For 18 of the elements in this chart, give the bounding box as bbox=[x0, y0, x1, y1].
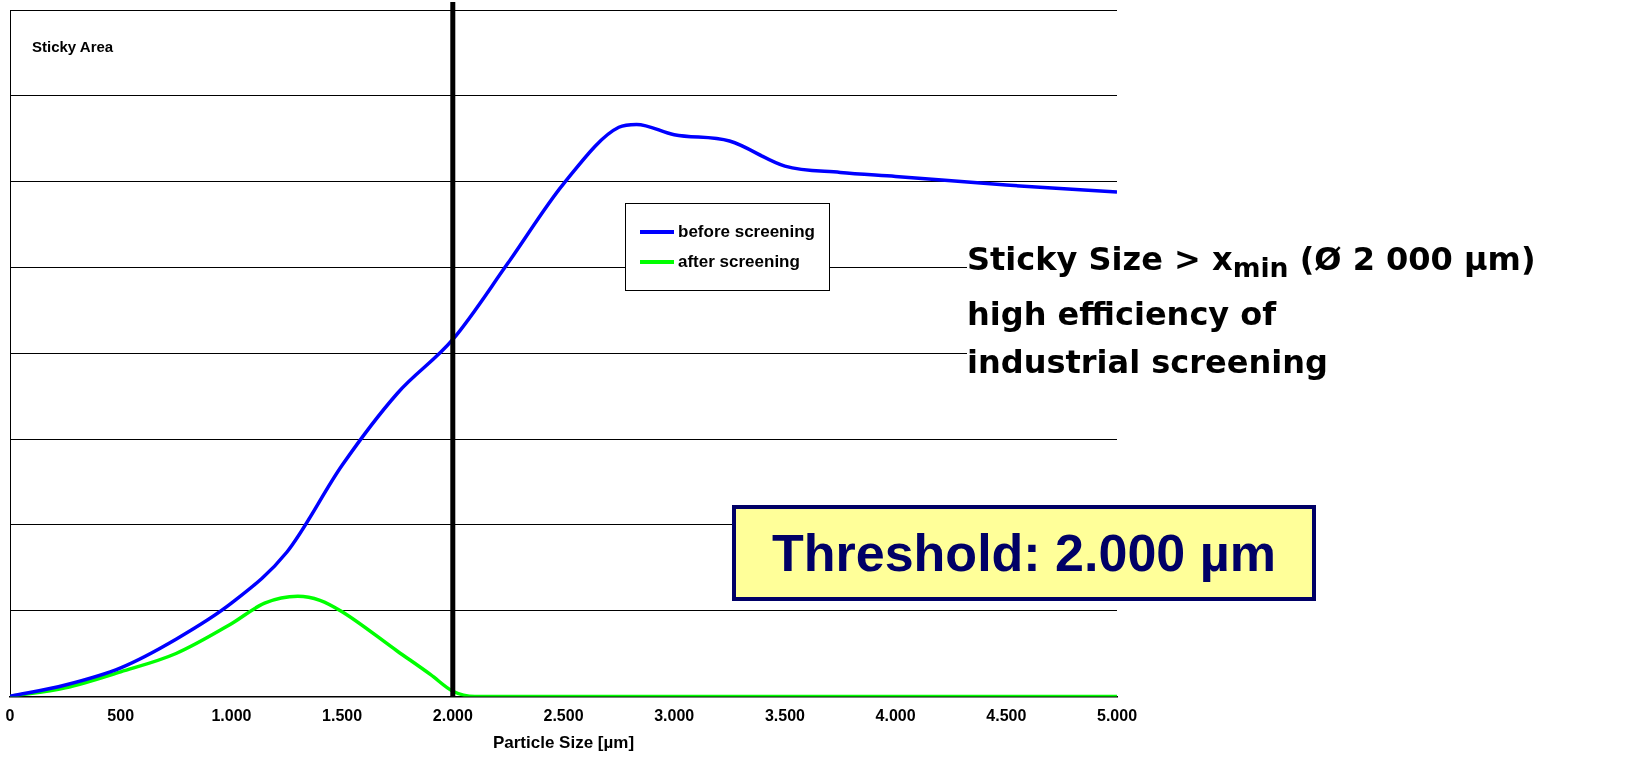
annotation: Sticky Size > x$_{min}$ (Ø 2 000 µm) bbox=[967, 240, 1536, 284]
legend-label: before screening bbox=[678, 222, 815, 243]
x-tick-label: 0 bbox=[5, 707, 15, 725]
x-tick-label: 4.500 bbox=[986, 707, 1027, 725]
x-tick-label: 2.500 bbox=[543, 707, 584, 725]
x-tick-label: 3.000 bbox=[654, 707, 695, 725]
x-axis-title: Particle Size [µm] bbox=[492, 733, 635, 753]
x-tick-label: 500 bbox=[107, 707, 135, 725]
annotation: Threshold: 2.000 µm bbox=[732, 505, 1316, 601]
x-tick-label: 4.000 bbox=[875, 707, 916, 725]
annotation: high efficiency of industrial screening bbox=[967, 290, 1407, 386]
x-tick-label: 1.000 bbox=[211, 707, 252, 725]
y-axis-title: Sticky Area bbox=[32, 38, 114, 55]
x-tick-label: 1.500 bbox=[322, 707, 363, 725]
x-tick-label: 3.500 bbox=[764, 707, 806, 725]
x-tick-label: 5.000 bbox=[1096, 707, 1138, 725]
legend-label: after screening bbox=[678, 252, 800, 273]
x-tick-label: 2.000 bbox=[432, 707, 473, 725]
